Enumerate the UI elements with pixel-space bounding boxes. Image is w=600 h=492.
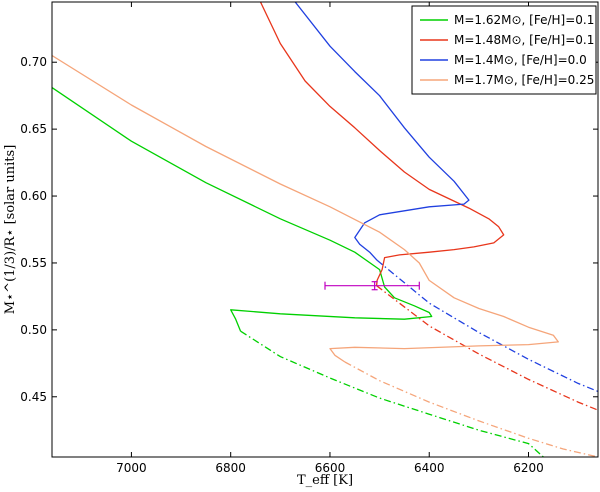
series-dashdot-2 [376, 285, 598, 415]
x-axis-label: T_eff [K] [297, 473, 353, 488]
error-bar [324, 281, 420, 291]
series-line-2 [259, 2, 505, 286]
y-tick-label: 0.45 [20, 390, 47, 404]
series-dashdot-3 [376, 259, 598, 395]
y-tick-label: 0.55 [20, 256, 47, 270]
x-tick-label: 6200 [513, 461, 544, 475]
y-axis-label: M⋆^(1/3)/R⋆ [solar units] [3, 145, 18, 315]
legend-label-2: M=1.48M⊙, [Fe/H]=0.1 [454, 33, 594, 47]
y-tick-label: 0.70 [20, 55, 47, 69]
x-tick-label: 6600 [315, 461, 346, 475]
y-tick-label: 0.65 [20, 122, 47, 136]
legend: M=1.62M⊙, [Fe/H]=0.1 M=1.48M⊙, [Fe/H]=0.1… [411, 5, 597, 95]
x-tick-label: 6400 [414, 461, 445, 475]
series-line-1 [52, 87, 433, 332]
series-dashdot-4 [344, 361, 598, 457]
series-line-4 [52, 54, 559, 363]
y-tick-label: 0.60 [20, 189, 47, 203]
axis-labels: T_eff [K] M⋆^(1/3)/R⋆ [solar units] [3, 145, 353, 488]
series-dashdot-1 [240, 330, 544, 457]
legend-label-4: M=1.7M⊙, [Fe/H]=0.25 [454, 73, 594, 87]
axis-ticks: 7000680066006400620060000.450.500.550.60… [20, 2, 598, 475]
series-line-3 [294, 2, 470, 261]
x-tick-label: 6800 [215, 461, 246, 475]
legend-label-1: M=1.62M⊙, [Fe/H]=0.1 [454, 13, 594, 27]
plot-frame [51, 1, 599, 458]
legend-label-3: M=1.4M⊙, [Fe/H]=0.0 [454, 53, 587, 67]
series-layer [52, 2, 598, 457]
x-tick-label: 7000 [116, 461, 147, 475]
y-tick-label: 0.50 [20, 323, 47, 337]
